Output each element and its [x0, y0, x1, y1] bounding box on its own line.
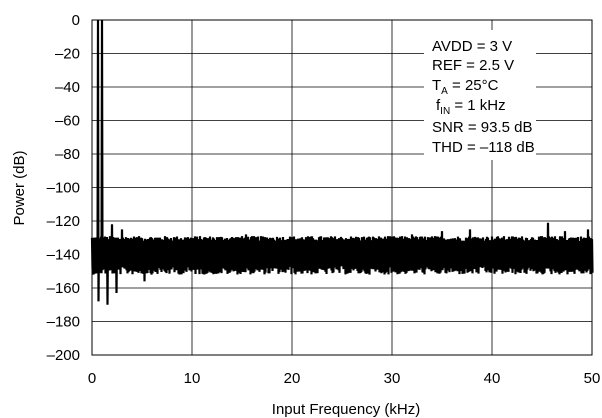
y-tick-label: –80 [55, 146, 80, 163]
annotation-avdd: AVDD = 3 V [432, 38, 512, 55]
x-tick-label: 0 [88, 370, 96, 387]
x-tick-label: 20 [284, 370, 301, 387]
y-tick-label: –140 [47, 247, 80, 264]
spectrum-line [90, 19, 594, 305]
annotation-thd: THD = –118 dB [432, 139, 535, 156]
y-tick-labels: 0 –20 –40 –60 –80 –100 –120 –140 –160 –180 –200 [47, 12, 80, 364]
y-axis-title: Power (dB) [11, 150, 28, 225]
y-tick-label: –120 [47, 213, 80, 230]
annotation-ta: TA = 25°C [432, 77, 499, 97]
x-tick-label: 50 [584, 370, 601, 387]
plot-frame [91, 19, 593, 356]
spectrum-trace [90, 19, 594, 305]
annotation-snr: SNR = 93.5 dB [432, 119, 532, 136]
x-tick-label: 30 [384, 370, 401, 387]
y-tick-label: –200 [47, 347, 80, 364]
x-tick-labels: 0 10 20 30 40 50 [88, 370, 601, 387]
y-tick-label: –40 [55, 79, 80, 96]
annotation-fin: fIN = 1 kHz [436, 97, 506, 117]
y-tick-label: –20 [55, 46, 80, 63]
y-tick-label: –160 [47, 280, 80, 297]
x-tick-label: 40 [484, 370, 501, 387]
y-tick-label: –100 [47, 180, 80, 197]
annotation-box: AVDD = 3 V REF = 2.5 V TA = 25°C fIN = 1… [424, 30, 536, 160]
x-tick-label: 10 [184, 370, 201, 387]
annotation-ref: REF = 2.5 V [432, 57, 514, 74]
y-tick-label: –180 [47, 314, 80, 331]
x-axis-title: Input Frequency (kHz) [272, 401, 420, 418]
y-tick-label: 0 [72, 12, 80, 29]
y-tick-label: –60 [55, 113, 80, 130]
